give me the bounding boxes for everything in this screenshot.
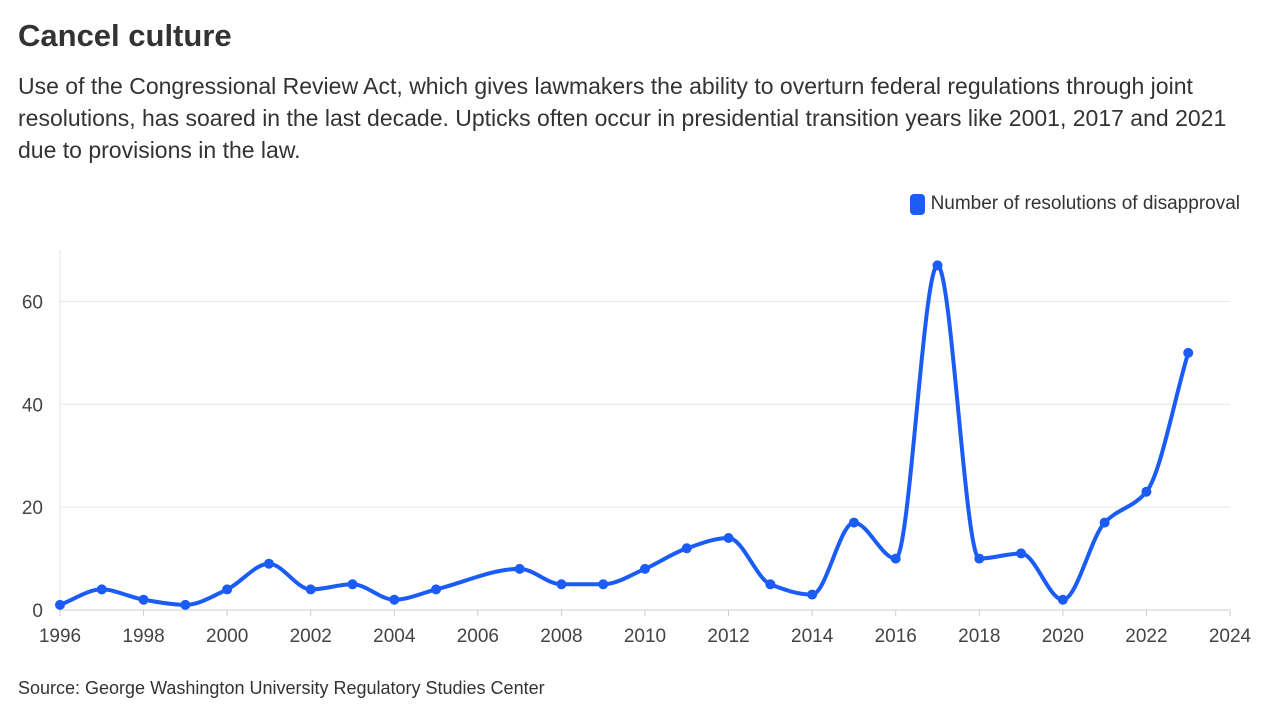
x-tick-label: 2020 bbox=[1042, 626, 1084, 647]
x-tick-label: 2012 bbox=[707, 626, 749, 647]
data-point-2017[interactable] bbox=[932, 260, 943, 271]
legend: Number of resolutions of disapproval bbox=[909, 193, 1240, 215]
data-point-2020[interactable] bbox=[1057, 594, 1068, 605]
x-tick-label: 2002 bbox=[290, 626, 332, 647]
data-point-2001[interactable] bbox=[263, 558, 274, 569]
data-point-2015[interactable] bbox=[848, 517, 859, 528]
data-point-2002[interactable] bbox=[305, 584, 316, 595]
data-point-2022[interactable] bbox=[1141, 486, 1152, 497]
data-point-2003[interactable] bbox=[347, 579, 358, 590]
x-axis: 1996 1998 2000 2002 2004 2006 2008 2010 2012 2014… bbox=[39, 610, 1252, 647]
x-tick-label: 2022 bbox=[1125, 626, 1167, 647]
y-tick-label: 40 bbox=[22, 395, 43, 416]
data-point-2010[interactable] bbox=[640, 563, 650, 574]
legend-label: Number of resolutions of disapproval bbox=[930, 193, 1240, 214]
data-point-2018[interactable] bbox=[974, 553, 985, 564]
chart-title: Cancel culture bbox=[18, 18, 232, 53]
x-tick-label: 2016 bbox=[875, 626, 917, 647]
data-points bbox=[55, 260, 1194, 610]
y-tick-label: 0 bbox=[32, 601, 43, 622]
data-point-2019[interactable] bbox=[1016, 548, 1027, 559]
grid-lines bbox=[59, 250, 1230, 611]
source-note: Source: George Washington University Reg… bbox=[18, 678, 545, 698]
data-point-2011[interactable] bbox=[681, 543, 692, 554]
data-point-2009[interactable] bbox=[598, 579, 609, 590]
data-point-2023[interactable] bbox=[1183, 347, 1194, 358]
x-tick-label: 2014 bbox=[791, 626, 834, 647]
data-point-1999[interactable] bbox=[180, 599, 191, 610]
chart-subtitle: Use of the Congressional Review Act, whi… bbox=[18, 73, 1227, 163]
y-tick-label: 20 bbox=[22, 498, 43, 519]
data-point-2013[interactable] bbox=[765, 579, 776, 590]
x-tick-label: 2024 bbox=[1209, 626, 1252, 647]
y-axis: 0 20 40 60 bbox=[22, 292, 43, 622]
y-tick-label: 60 bbox=[22, 292, 43, 313]
x-tick-label: 1996 bbox=[39, 626, 81, 647]
data-point-2000[interactable] bbox=[222, 584, 233, 595]
data-point-2008[interactable] bbox=[556, 579, 567, 590]
x-tick-label: 1998 bbox=[122, 626, 164, 647]
data-point-1997[interactable] bbox=[96, 584, 107, 595]
x-tick-label: 2000 bbox=[206, 626, 248, 647]
x-tick-label: 2010 bbox=[624, 626, 666, 647]
x-tick-label: 2004 bbox=[373, 626, 416, 647]
x-tick-label: 2018 bbox=[958, 626, 1000, 647]
data-point-2016[interactable] bbox=[890, 553, 901, 564]
x-tick-label: 2006 bbox=[457, 626, 499, 647]
data-point-2014[interactable] bbox=[807, 589, 818, 600]
data-point-1996[interactable] bbox=[55, 599, 65, 610]
data-point-2004[interactable] bbox=[389, 594, 400, 605]
legend-swatch bbox=[909, 193, 925, 215]
data-point-1998[interactable] bbox=[138, 594, 149, 605]
data-point-2012[interactable] bbox=[723, 533, 734, 543]
data-point-2021[interactable] bbox=[1099, 517, 1110, 528]
data-point-2007[interactable] bbox=[514, 563, 525, 574]
x-tick-label: 2008 bbox=[540, 626, 582, 647]
data-point-2005[interactable] bbox=[431, 584, 442, 595]
